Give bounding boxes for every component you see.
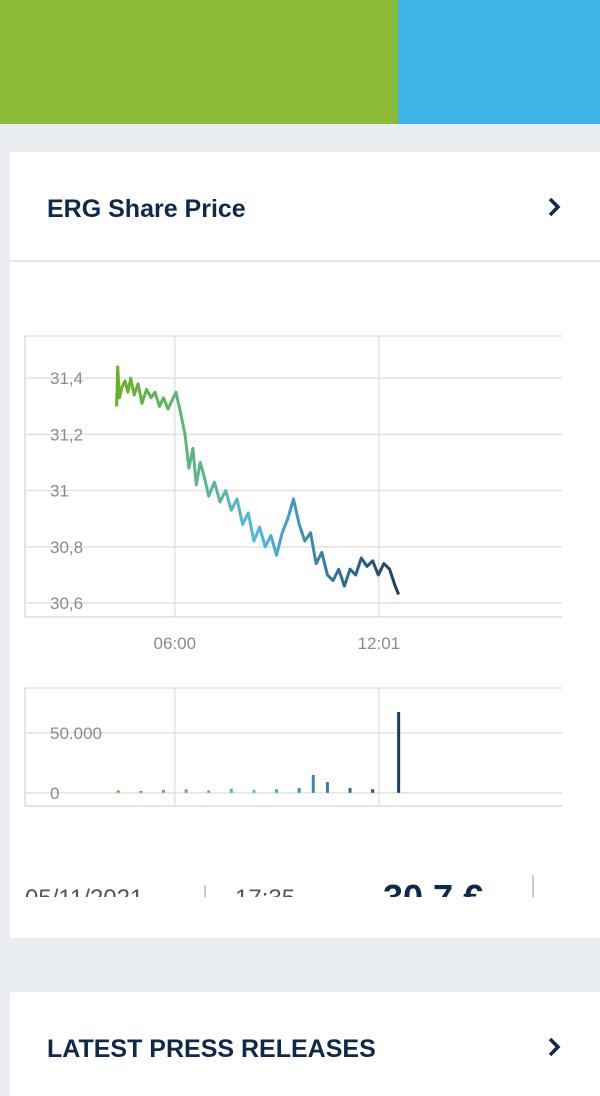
share-card <box>10 152 600 938</box>
header-left <box>0 0 398 124</box>
chevron[interactable] <box>548 197 561 217</box>
press-title[interactable]: LATEST PRESS RELEASES <box>47 1035 376 1063</box>
volume-bar <box>252 789 256 793</box>
volume-bar <box>371 789 375 793</box>
volume-bar <box>297 788 301 793</box>
y-tick-label: 50.000 <box>50 724 102 743</box>
y-tick-label: 31 <box>50 482 69 501</box>
quote-date: 05/11/2021 <box>25 885 143 912</box>
volume-bar <box>184 789 188 793</box>
y-tick-label: 0 <box>50 784 59 803</box>
volume-bar <box>116 790 120 793</box>
x-tick-label: 06:00 <box>154 634 197 653</box>
volume-bar <box>229 788 233 793</box>
quote-price: 30,7 € <box>383 877 483 918</box>
y-tick-label: 31,4 <box>50 369 83 388</box>
header-right[interactable] <box>398 0 600 124</box>
volume-bar <box>348 788 352 793</box>
charts: 30,6 30,8 31 31,2 31,4 06:00 12:01 0 50.000 <box>24 335 562 807</box>
quote-row: 05/11/2021 17:35 30,7 € <box>25 875 534 918</box>
volume-bar <box>139 791 143 793</box>
volume-bar <box>397 711 401 793</box>
quote-time: 17:35 <box>235 885 295 912</box>
press-card <box>10 992 600 1096</box>
volume-bar <box>325 782 329 793</box>
price-line <box>115 365 400 596</box>
volume-bar <box>161 789 165 793</box>
x-tick-label: 12:01 <box>358 634 401 653</box>
y-tick-label: 30,6 <box>50 594 83 613</box>
volume-bar <box>207 790 211 793</box>
volume-bar <box>275 789 279 793</box>
volume-bar <box>311 774 315 793</box>
chevron[interactable] <box>548 1037 561 1057</box>
y-tick-label: 31,2 <box>50 425 83 444</box>
card-title[interactable]: ERG Share Price <box>47 195 246 223</box>
y-tick-label: 30,8 <box>50 538 83 557</box>
